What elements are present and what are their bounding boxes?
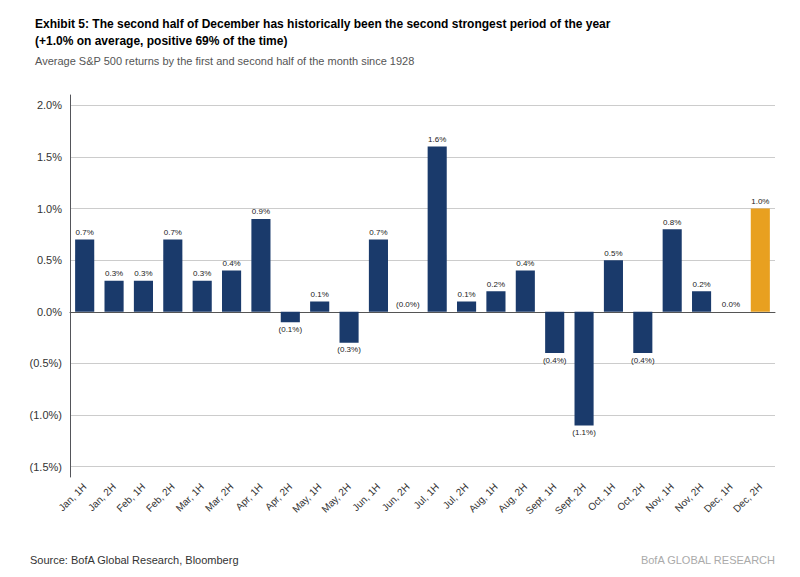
svg-text:0.8%: 0.8% bbox=[663, 218, 681, 227]
svg-text:0.3%: 0.3% bbox=[134, 269, 152, 278]
svg-text:(+1.0% on average, positive 69: (+1.0% on average, positive 69% of the t… bbox=[35, 34, 287, 48]
svg-text:Sept, 1H: Sept, 1H bbox=[523, 481, 558, 516]
svg-text:0.3%: 0.3% bbox=[193, 269, 211, 278]
svg-text:0.5%: 0.5% bbox=[604, 249, 622, 258]
svg-text:0.4%: 0.4% bbox=[222, 259, 240, 268]
svg-text:Apr, 1H: Apr, 1H bbox=[233, 481, 264, 512]
svg-text:2.0%: 2.0% bbox=[37, 99, 62, 111]
svg-text:Feb, 1H: Feb, 1H bbox=[114, 481, 147, 514]
svg-text:0.1%: 0.1% bbox=[457, 290, 475, 299]
svg-text:1.6%: 1.6% bbox=[428, 135, 446, 144]
svg-text:0.0%: 0.0% bbox=[722, 300, 740, 309]
svg-text:(0.5%): (0.5%) bbox=[30, 357, 62, 369]
svg-text:0.2%: 0.2% bbox=[487, 280, 505, 289]
svg-text:(0.3%): (0.3%) bbox=[337, 345, 361, 354]
svg-text:0.2%: 0.2% bbox=[692, 280, 710, 289]
svg-text:Exhibit 5: The second half of: Exhibit 5: The second half of December h… bbox=[35, 17, 611, 31]
svg-text:0.7%: 0.7% bbox=[76, 228, 94, 237]
svg-text:0.3%: 0.3% bbox=[105, 269, 123, 278]
svg-text:(0.4%): (0.4%) bbox=[543, 356, 567, 365]
svg-text:Jan, 2H: Jan, 2H bbox=[86, 481, 118, 513]
svg-text:1.0%: 1.0% bbox=[751, 197, 769, 206]
svg-text:0.7%: 0.7% bbox=[164, 228, 182, 237]
svg-text:Source: BofA Global Research,: Source: BofA Global Research, Bloomberg bbox=[30, 554, 239, 566]
svg-text:(1.1%): (1.1%) bbox=[572, 428, 596, 437]
svg-text:May, 2H: May, 2H bbox=[319, 481, 353, 515]
svg-text:(1.5%): (1.5%) bbox=[30, 461, 62, 473]
svg-text:0.4%: 0.4% bbox=[516, 259, 534, 268]
svg-text:Aug, 1H: Aug, 1H bbox=[467, 481, 500, 514]
svg-text:Apr, 2H: Apr, 2H bbox=[262, 481, 295, 513]
svg-text:(0.4%): (0.4%) bbox=[631, 356, 655, 365]
svg-text:Sept, 2H: Sept, 2H bbox=[553, 481, 588, 516]
svg-text:Oct, 2H: Oct, 2H bbox=[615, 481, 647, 513]
svg-text:Nov, 1H: Nov, 1H bbox=[643, 481, 676, 514]
svg-text:Jun, 2H: Jun, 2H bbox=[380, 481, 412, 513]
svg-text:Feb, 2H: Feb, 2H bbox=[144, 481, 177, 514]
svg-text:0.9%: 0.9% bbox=[252, 207, 270, 216]
svg-text:May, 1H: May, 1H bbox=[290, 481, 324, 515]
svg-text:1.5%: 1.5% bbox=[37, 151, 62, 163]
svg-text:0.5%: 0.5% bbox=[37, 254, 62, 266]
svg-text:0.1%: 0.1% bbox=[311, 290, 329, 299]
svg-text:(0.1%): (0.1%) bbox=[279, 325, 303, 334]
svg-text:Average S&P 500 returns by the: Average S&P 500 returns by the first and… bbox=[35, 55, 414, 67]
svg-text:(0.0%): (0.0%) bbox=[396, 300, 420, 309]
svg-text:BofA GLOBAL RESEARCH: BofA GLOBAL RESEARCH bbox=[641, 554, 775, 566]
svg-text:Dec, 2H: Dec, 2H bbox=[731, 481, 764, 514]
svg-text:Jul, 1H: Jul, 1H bbox=[411, 481, 441, 511]
svg-text:1.0%: 1.0% bbox=[37, 203, 62, 215]
svg-text:Jun, 1H: Jun, 1H bbox=[350, 481, 382, 513]
svg-text:(1.0%): (1.0%) bbox=[30, 409, 62, 421]
svg-text:Oct, 1H: Oct, 1H bbox=[586, 481, 618, 513]
svg-text:Nov, 2H: Nov, 2H bbox=[673, 481, 706, 514]
svg-text:Dec, 1H: Dec, 1H bbox=[702, 481, 735, 514]
svg-text:Mar, 1H: Mar, 1H bbox=[174, 481, 207, 514]
svg-text:Aug, 2H: Aug, 2H bbox=[495, 481, 530, 515]
svg-text:0.7%: 0.7% bbox=[369, 228, 387, 237]
svg-text:0.0%: 0.0% bbox=[37, 306, 62, 318]
svg-text:Jul, 2H: Jul, 2H bbox=[440, 481, 471, 511]
svg-text:Mar, 2H: Mar, 2H bbox=[203, 481, 236, 514]
svg-text:Jan, 1H: Jan, 1H bbox=[56, 481, 88, 513]
